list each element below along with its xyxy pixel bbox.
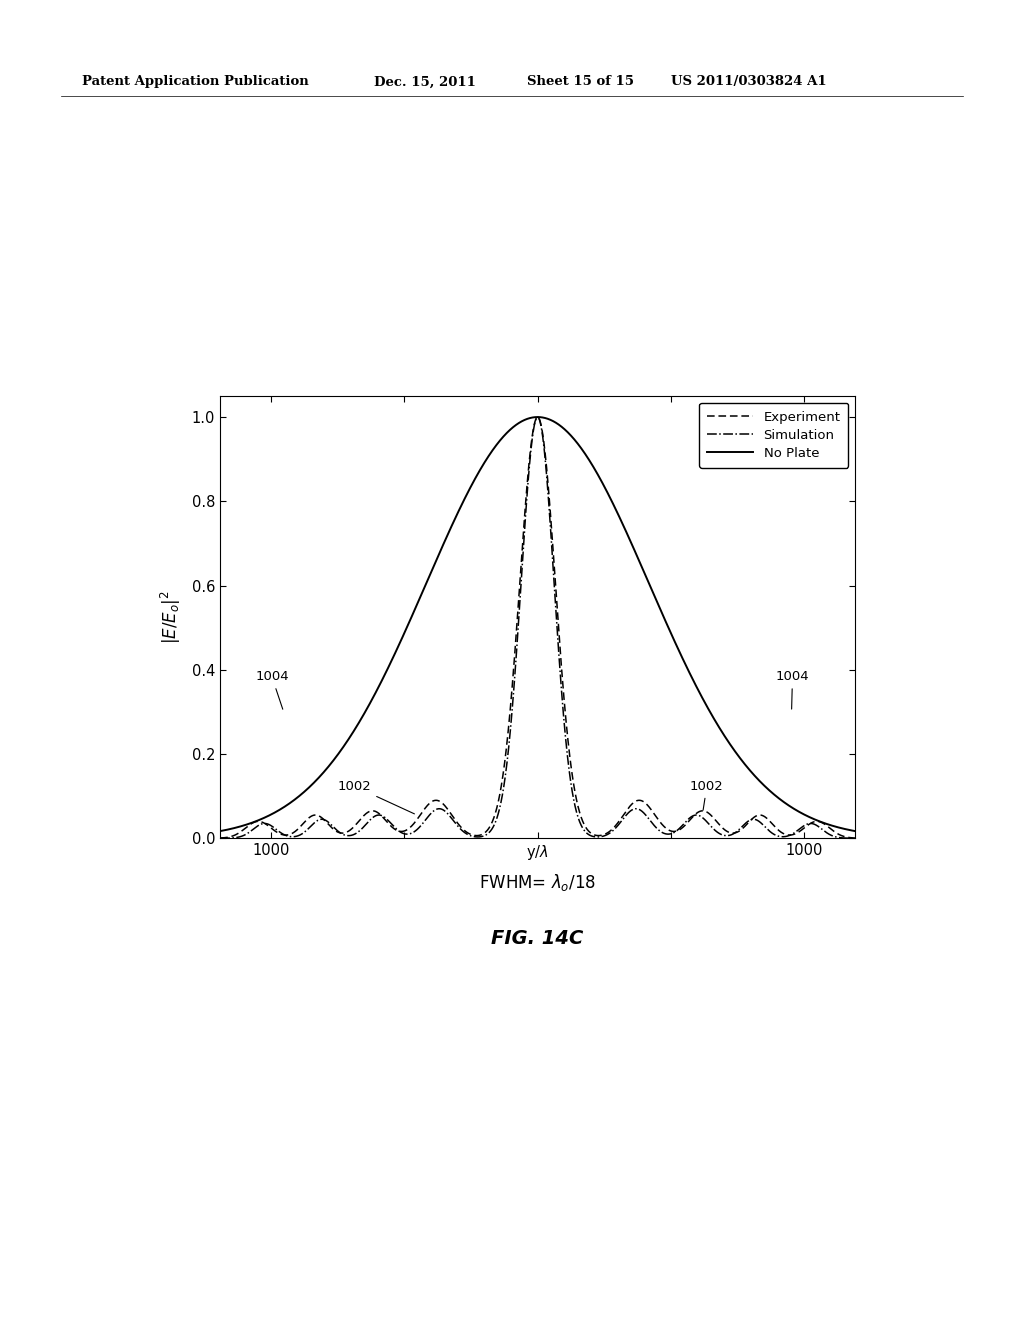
Text: Dec. 15, 2011: Dec. 15, 2011 [374, 75, 475, 88]
Experiment [214, 830, 226, 846]
Text: FIG. 14C: FIG. 14C [492, 929, 584, 948]
Line: Simulation: Simulation [220, 417, 855, 838]
No Plate [849, 824, 861, 840]
Text: 1004: 1004 [255, 671, 289, 709]
Line: Experiment: Experiment [220, 417, 855, 838]
Simulation [485, 822, 498, 838]
No Plate [768, 787, 780, 803]
Text: 1004: 1004 [776, 671, 809, 709]
Simulation [531, 409, 544, 425]
No Plate [214, 824, 226, 840]
Experiment [325, 818, 337, 834]
Text: FWHM= $\lambda_o$/18: FWHM= $\lambda_o$/18 [479, 873, 596, 894]
Experiment [485, 816, 498, 832]
Simulation [849, 830, 861, 846]
Text: 1002: 1002 [338, 780, 415, 814]
Experiment [768, 818, 780, 834]
Experiment [531, 409, 544, 425]
Y-axis label: $|E/E_o|^2$: $|E/E_o|^2$ [160, 590, 183, 644]
Simulation [325, 816, 337, 832]
Simulation [837, 830, 849, 846]
No Plate [531, 409, 544, 425]
No Plate [287, 793, 299, 809]
Simulation [214, 830, 226, 846]
Experiment [458, 822, 470, 838]
No Plate [325, 756, 337, 772]
Experiment [849, 830, 861, 846]
Text: 1002: 1002 [690, 780, 724, 810]
Simulation [458, 824, 470, 840]
No Plate [485, 445, 498, 461]
Simulation [768, 826, 780, 842]
Text: US 2011/0303824 A1: US 2011/0303824 A1 [671, 75, 826, 88]
No Plate [458, 492, 470, 508]
Text: Sheet 15 of 15: Sheet 15 of 15 [527, 75, 634, 88]
Legend: Experiment, Simulation, No Plate: Experiment, Simulation, No Plate [698, 403, 849, 469]
Simulation [287, 829, 299, 845]
No Plate [837, 821, 849, 837]
Experiment [287, 825, 299, 841]
Line: No Plate: No Plate [220, 417, 855, 832]
Text: Patent Application Publication: Patent Application Publication [82, 75, 308, 88]
Experiment [837, 828, 849, 843]
